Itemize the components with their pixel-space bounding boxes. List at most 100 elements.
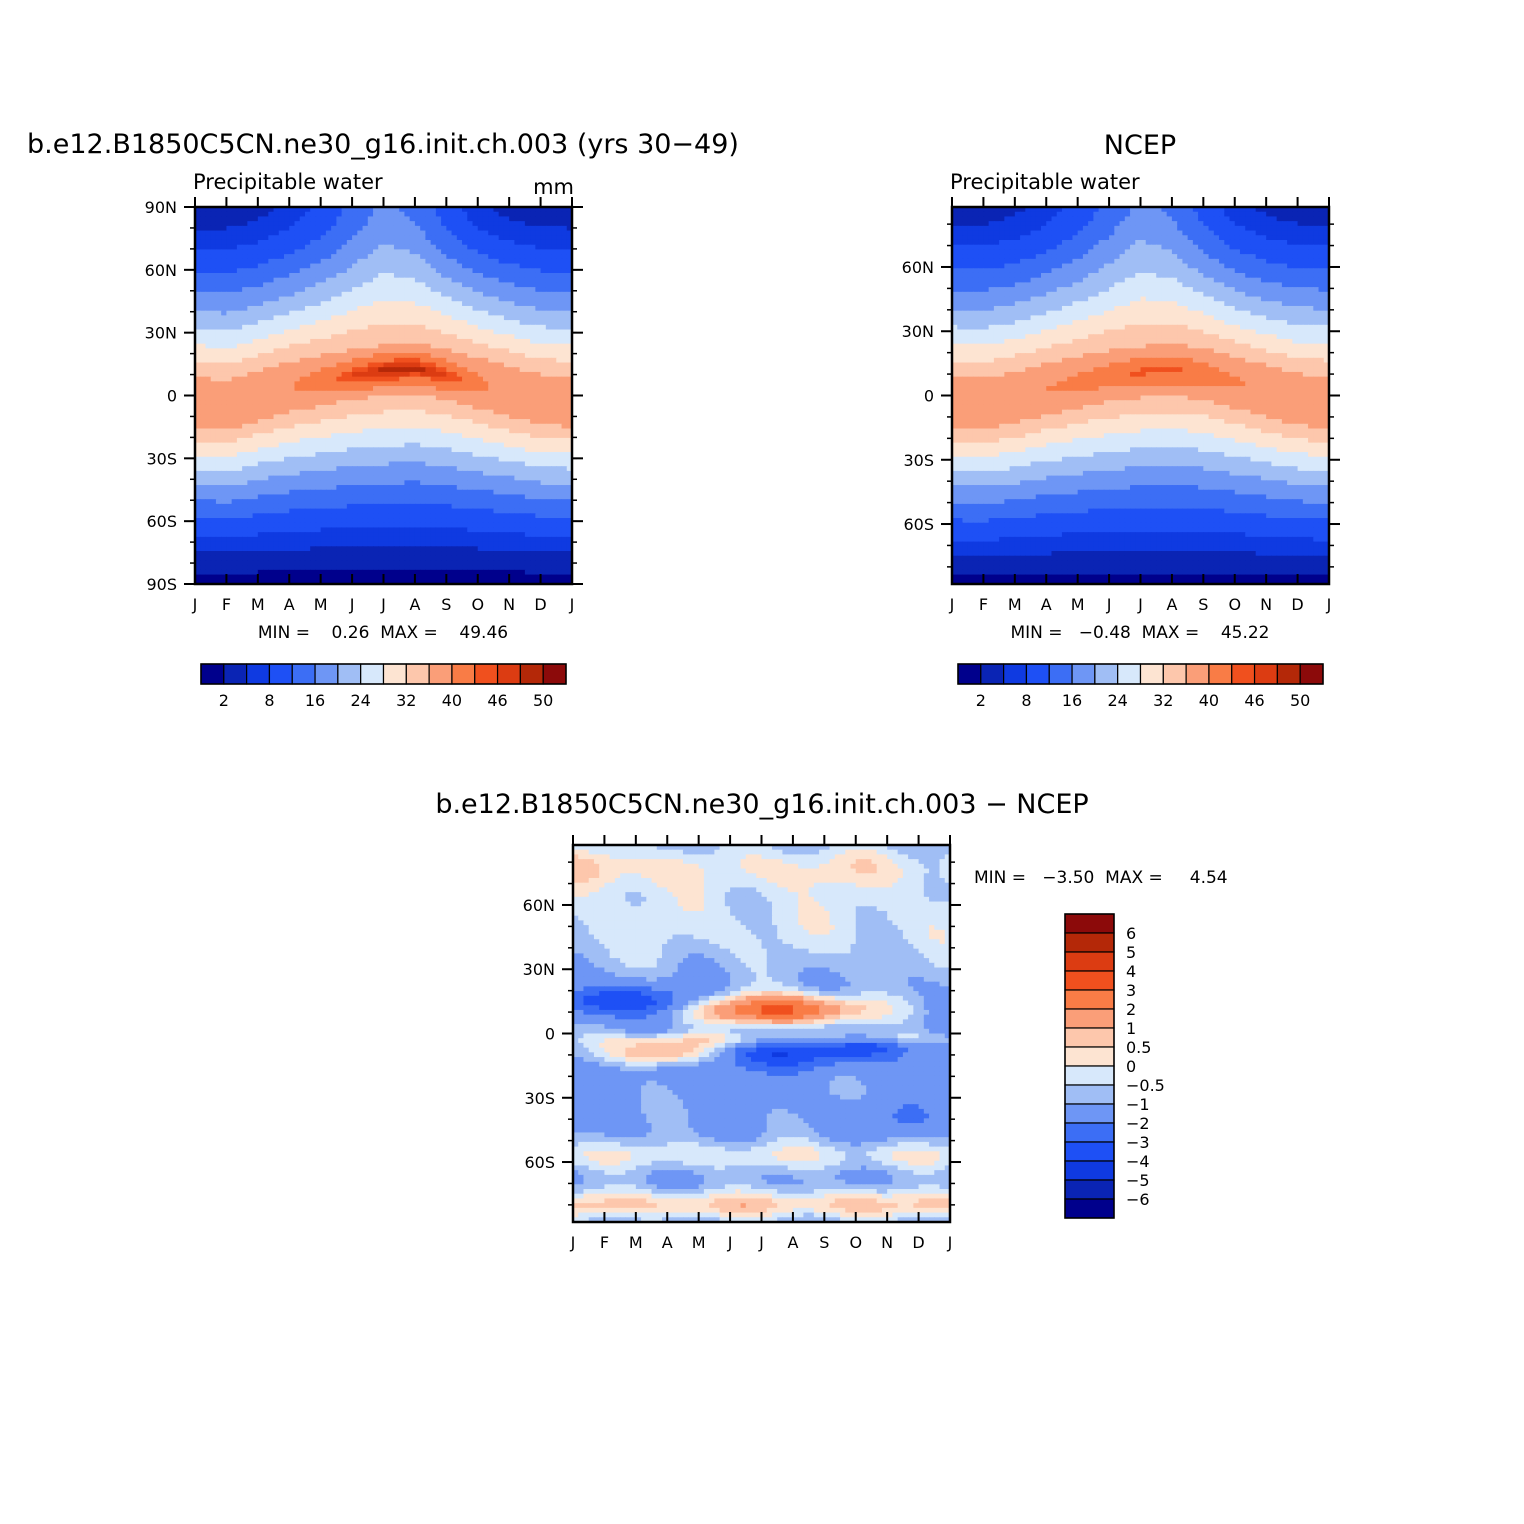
contour-cell (226, 523, 232, 528)
contour-cell (315, 212, 321, 217)
contour-cell (357, 315, 363, 320)
contour-cell (300, 428, 306, 433)
contour-cell (493, 504, 499, 509)
contour-cell (473, 414, 479, 419)
contour-cell (415, 410, 421, 415)
contour-cell (368, 344, 374, 349)
contour-cell (504, 249, 510, 254)
contour-cell (525, 518, 531, 523)
contour-cell (535, 527, 541, 532)
contour-cell (373, 353, 379, 358)
contour-cell (363, 391, 369, 396)
contour-cell (462, 297, 468, 302)
contour-cell (347, 320, 353, 325)
contour-cell (284, 400, 290, 405)
contour-cell (237, 410, 243, 415)
contour-cell (483, 297, 489, 302)
contour-cell (384, 320, 390, 325)
contour-cell (211, 523, 217, 528)
contour-cell (352, 325, 358, 330)
contour-cell (436, 297, 442, 302)
contour-cell (242, 518, 248, 523)
contour-cell (200, 443, 206, 448)
contour-cell (546, 443, 552, 448)
contour-cell (415, 504, 421, 509)
contour-cell (546, 268, 552, 273)
contour-cell (253, 273, 259, 278)
contour-cell (467, 391, 473, 396)
contour-cell (237, 226, 243, 231)
contour-cell (452, 433, 458, 438)
contour-cell (389, 320, 395, 325)
contour-cell (441, 249, 447, 254)
contour-cell (315, 405, 321, 410)
contour-cell (488, 414, 494, 419)
contour-cell (279, 240, 285, 245)
contour-cell (331, 518, 337, 523)
contour-cell (315, 358, 321, 363)
contour-cell (394, 471, 400, 476)
contour-cell (441, 523, 447, 528)
contour-cell (336, 367, 342, 372)
contour-cell (305, 457, 311, 462)
contour-cell (504, 212, 510, 217)
contour-cell (530, 301, 536, 306)
contour-cell (247, 414, 253, 419)
contour-cell (452, 466, 458, 471)
contour-cell (216, 212, 222, 217)
contour-cell (514, 292, 520, 297)
contour-cell (242, 396, 248, 401)
contour-cell (279, 325, 285, 330)
contour-cell (541, 334, 547, 339)
contour-cell (551, 221, 557, 226)
contour-cell (467, 447, 473, 452)
contour-cell (274, 428, 280, 433)
contour-cell (467, 330, 473, 335)
contour-cell (247, 358, 253, 363)
contour-cell (368, 476, 374, 481)
contour-cell (300, 438, 306, 443)
contour-cell (535, 240, 541, 245)
contour-cell (394, 287, 400, 292)
contour-cell (420, 297, 426, 302)
contour-cell (415, 315, 421, 320)
contour-cell (546, 504, 552, 509)
contour-cell (378, 466, 384, 471)
contour-cell (232, 452, 238, 457)
contour-cell (530, 391, 536, 396)
contour-cell (258, 523, 264, 528)
contour-cell (200, 414, 206, 419)
contour-cell (305, 490, 311, 495)
contour-cell (514, 457, 520, 462)
contour-cell (551, 216, 557, 221)
contour-cell (551, 396, 557, 401)
contour-cell (321, 306, 327, 311)
contour-cell (326, 325, 332, 330)
contour-cell (410, 231, 416, 236)
contour-cell (326, 245, 332, 250)
contour-cell (226, 428, 232, 433)
contour-cell (274, 433, 280, 438)
contour-cell (321, 452, 327, 457)
contour-cell (384, 504, 390, 509)
contour-cell (274, 391, 280, 396)
contour-cell (279, 221, 285, 226)
contour-cell (373, 245, 379, 250)
contour-cell (300, 358, 306, 363)
contour-cell (226, 330, 232, 335)
contour-cell (342, 391, 348, 396)
contour-cell (378, 494, 384, 499)
contour-cell (493, 466, 499, 471)
contour-cell (200, 348, 206, 353)
contour-cell (211, 485, 217, 490)
contour-cell (352, 443, 358, 448)
contour-cell (352, 292, 358, 297)
contour-cell (462, 461, 468, 466)
contour-cell (478, 226, 484, 231)
contour-cell (446, 504, 452, 509)
contour-cell (562, 268, 568, 273)
contour-cell (373, 282, 379, 287)
contour-cell (352, 452, 358, 457)
contour-cell (483, 367, 489, 372)
contour-cell (284, 264, 290, 269)
